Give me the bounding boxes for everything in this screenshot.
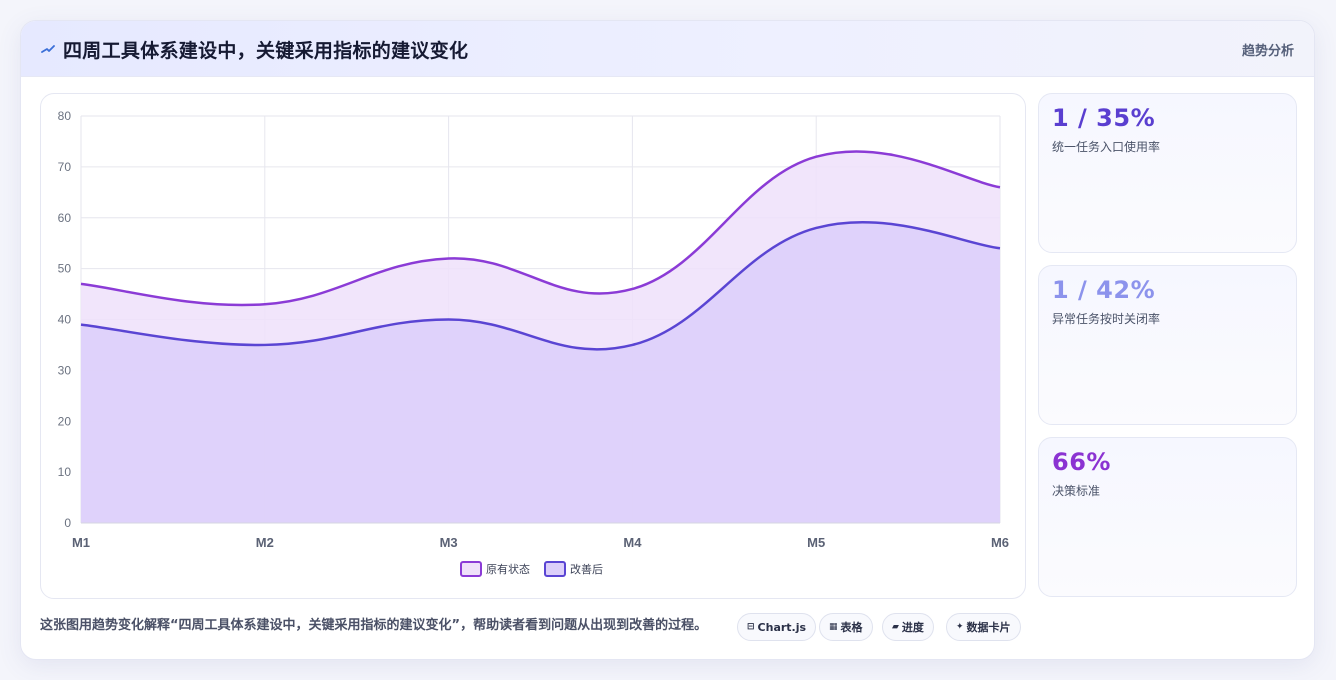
y-tick-label: 0 <box>64 516 71 530</box>
y-tick-label: 50 <box>58 262 72 276</box>
y-tick-label: 20 <box>58 414 72 428</box>
chart-icon: ⊟ <box>747 622 755 632</box>
table-icon: ▦ <box>829 622 838 632</box>
series-area-2 <box>81 222 1000 523</box>
progress-icon: ▰ <box>892 622 899 632</box>
y-tick-label: 10 <box>58 465 72 479</box>
trend-analysis-link[interactable]: 趋势分析 <box>1241 44 1294 59</box>
y-tick-label: 80 <box>58 109 72 123</box>
series-line-2 <box>80 220 1001 351</box>
legend-swatch <box>460 561 482 577</box>
x-tick-label: M3 <box>440 535 458 550</box>
dashboard-card: 四周工具体系建设中，关键采用指标的建议变化 趋势分析 0 10 20 30 40 50 60… <box>20 20 1315 660</box>
chip-data-card[interactable]: ✦ 数据卡片 <box>946 613 1021 641</box>
chip-chartjs[interactable]: ⊟ Chart.js <box>737 613 817 641</box>
stat-label: 统一任务入口使用率 <box>1052 140 1161 154</box>
trend-icon <box>41 45 55 53</box>
x-tick-label: M6 <box>991 535 1009 550</box>
series-line-1 <box>80 150 1001 307</box>
chip-label: Chart.js <box>757 620 807 634</box>
y-tick-label: 70 <box>58 160 72 174</box>
stat-value: 1 / 35% <box>1052 104 1156 132</box>
stat-label: 决策标准 <box>1052 484 1101 498</box>
legend-swatch <box>544 561 566 577</box>
chip-label: 表格 <box>840 621 863 634</box>
legend-label: 改善后 <box>570 562 603 576</box>
chart-panel: 0 10 20 30 40 50 60 70 80 M1 M2 M3 M4 M5 M6 原有状态 改善后 <box>40 93 1026 599</box>
x-tick-label: M5 <box>807 535 825 550</box>
card-header: 四周工具体系建设中，关键采用指标的建议变化 趋势分析 <box>21 21 1314 77</box>
stat-value: 1 / 42% <box>1052 276 1156 304</box>
y-tick-label: 60 <box>58 211 72 225</box>
x-tick-label: M2 <box>256 535 274 550</box>
page-title: 四周工具体系建设中，关键采用指标的建议变化 <box>63 40 469 62</box>
chip-label: 数据卡片 <box>966 621 1011 634</box>
stat-card-2: 1 / 42% 异常任务按时关闭率 <box>1038 265 1297 425</box>
legend-label: 原有状态 <box>486 562 530 576</box>
stat-card-1: 1 / 35% 统一任务入口使用率 <box>1038 93 1297 253</box>
chip-progress[interactable]: ▰ 进度 <box>882 613 934 641</box>
stat-label: 异常任务按时关闭率 <box>1052 312 1161 326</box>
stat-value: 66% <box>1052 448 1111 476</box>
x-tick-label: M1 <box>72 535 90 550</box>
y-tick-label: 40 <box>58 313 72 327</box>
stat-card-3: 66% 决策标准 <box>1038 437 1297 597</box>
y-tick-label: 30 <box>58 363 72 377</box>
x-tick-label: M4 <box>623 535 642 550</box>
sparkle-icon: ✦ <box>956 622 964 632</box>
area-chart: 0 10 20 30 40 50 60 70 80 M1 M2 M3 M4 M5 M6 原有状态 改善后 <box>58 109 1009 577</box>
chart-description: 这张图用趋势变化解释“四周工具体系建设中，关键采用指标的建议变化”，帮助读者看到… <box>40 618 708 633</box>
chip-label: 进度 <box>901 621 924 634</box>
chip-table[interactable]: ▦ 表格 <box>819 613 873 641</box>
